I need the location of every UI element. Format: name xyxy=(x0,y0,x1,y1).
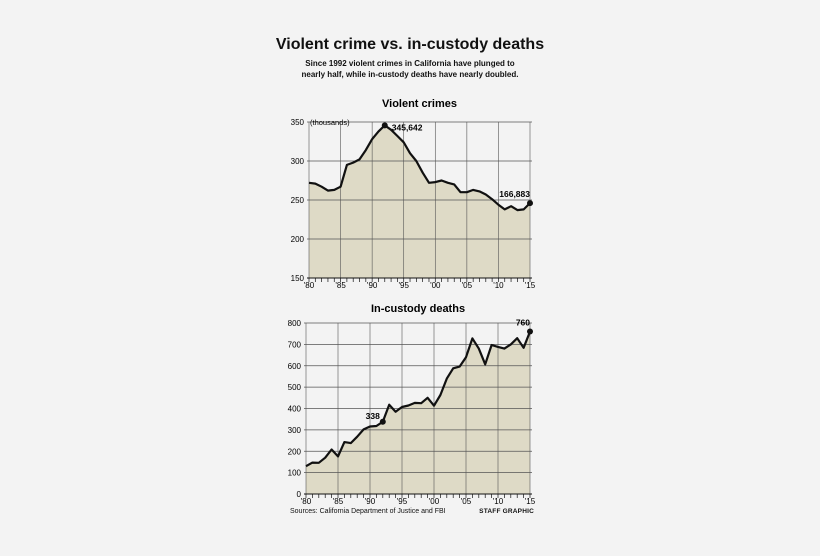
in-custody-deaths-y-tick-label: 800 xyxy=(288,319,302,328)
in-custody-deaths-annotation-dot xyxy=(379,418,386,425)
in-custody-deaths-y-tick-label: 500 xyxy=(288,383,302,392)
violent-crimes-x-tick-label: '90 xyxy=(367,281,378,290)
in-custody-deaths-panel-title: In-custody deaths xyxy=(371,303,465,315)
in-custody-deaths-x-tick-label: '80 xyxy=(301,497,312,506)
in-custody-deaths-y-tick-label: 700 xyxy=(288,340,302,349)
in-custody-deaths-y-tick-label: 200 xyxy=(288,447,302,456)
violent-crimes-chart: Violent crimes 150 200 250 300 350 (thousands)… xyxy=(291,98,536,290)
in-custody-deaths-annotation-label: 338 xyxy=(366,411,380,421)
violent-crimes-x-tick-label: '00 xyxy=(430,281,441,290)
in-custody-deaths-x-tick-label: '85 xyxy=(333,497,344,506)
in-custody-deaths-y-tick-label: 600 xyxy=(288,362,302,371)
violent-crimes-y-tick-label: 150 xyxy=(291,274,305,283)
chart-subtitle: Since 1992 violent crimes in California … xyxy=(0,58,820,80)
in-custody-deaths-annotation-label: 760 xyxy=(516,318,530,328)
violent-crimes-x-tick-label: '80 xyxy=(304,281,315,290)
violent-crimes-y-tick-label: 300 xyxy=(291,157,305,166)
violent-crimes-y-unit-label: (thousands) xyxy=(310,118,350,127)
violent-crimes-y-tick-label: 350 xyxy=(291,118,305,127)
in-custody-deaths-series-line xyxy=(305,331,532,468)
in-custody-deaths-x-tick-label: '00 xyxy=(429,497,440,506)
violent-crimes-series-line xyxy=(308,124,531,212)
in-custody-deaths-chart: In-custody deaths 0 100 200 300 400 500 600 700 8… xyxy=(288,303,536,506)
in-custody-deaths-x-tick-label: '95 xyxy=(397,497,408,506)
violent-crimes-annotation-label: 166,883 xyxy=(499,189,530,199)
in-custody-deaths-x-tick-label: '05 xyxy=(461,497,472,506)
violent-crimes-annotation-label: 345,642 xyxy=(392,122,423,132)
staff-graphic-credit: STAFF GRAPHIC xyxy=(479,508,534,515)
violent-crimes-x-tick-label: '10 xyxy=(493,281,504,290)
in-custody-deaths-x-tick-label: '90 xyxy=(365,497,376,506)
violent-crimes-y-tick-label: 200 xyxy=(291,235,305,244)
sources-note: Sources: California Department of Justic… xyxy=(290,508,446,515)
violent-crimes-annotation-dot xyxy=(381,122,388,129)
violent-crimes-y-tick-label: 250 xyxy=(291,196,305,205)
in-custody-deaths-x-tick-label: '10 xyxy=(493,497,504,506)
violent-crimes-x-tick-label: '05 xyxy=(462,281,473,290)
in-custody-deaths-area xyxy=(306,331,530,494)
violent-crimes-x-tick-label: '15 xyxy=(525,281,536,290)
subtitle-line-1: Since 1992 violent crimes in California … xyxy=(305,59,515,68)
chart-title: Violent crime vs. in-custody deaths xyxy=(275,36,545,53)
violent-crimes-area xyxy=(309,125,530,279)
in-custody-deaths-annotation-dot xyxy=(527,328,533,335)
in-custody-deaths-y-tick-label: 300 xyxy=(288,426,302,435)
in-custody-deaths-y-tick-label: 0 xyxy=(297,490,302,499)
in-custody-deaths-y-tick-label: 400 xyxy=(288,405,302,414)
in-custody-deaths-x-tick-label: '15 xyxy=(525,497,536,506)
subtitle-line-2: nearly half, while in-custody deaths hav… xyxy=(301,70,519,79)
in-custody-deaths-y-tick-label: 100 xyxy=(288,469,302,478)
violent-crimes-x-tick-label: '85 xyxy=(335,281,346,290)
violent-crimes-panel-title: Violent crimes xyxy=(382,98,457,110)
violent-crimes-annotation-dot xyxy=(527,200,533,207)
violent-crimes-x-tick-label: '95 xyxy=(398,281,409,290)
